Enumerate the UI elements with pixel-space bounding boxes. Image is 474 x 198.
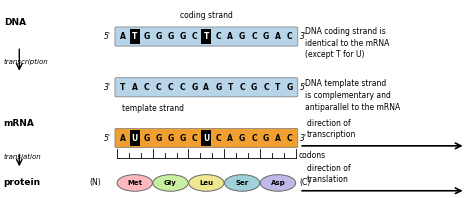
Ellipse shape: [153, 175, 188, 191]
Text: G: G: [239, 32, 246, 41]
Text: G: G: [179, 133, 186, 143]
Text: Leu: Leu: [199, 180, 213, 186]
Text: G: G: [215, 83, 221, 92]
Ellipse shape: [189, 175, 224, 191]
Text: (C): (C): [300, 178, 311, 188]
Text: Asp: Asp: [271, 180, 285, 186]
Text: C: C: [156, 83, 162, 92]
Text: C: C: [216, 32, 221, 41]
Text: codons: codons: [298, 151, 325, 160]
Text: Gly: Gly: [164, 180, 177, 186]
Text: U: U: [132, 133, 138, 143]
Text: mRNA: mRNA: [4, 119, 35, 128]
Text: G: G: [251, 83, 257, 92]
Text: DNA: DNA: [4, 18, 26, 27]
Ellipse shape: [117, 175, 153, 191]
Text: G: G: [167, 133, 173, 143]
Text: C: C: [263, 83, 269, 92]
Text: direction of
translation: direction of translation: [307, 164, 350, 184]
Text: G: G: [239, 133, 246, 143]
Text: protein: protein: [4, 178, 41, 188]
Text: coding strand: coding strand: [180, 11, 233, 20]
Text: C: C: [168, 83, 173, 92]
Text: G: G: [263, 133, 269, 143]
Text: G: G: [144, 32, 150, 41]
Text: 5': 5': [300, 83, 307, 92]
Text: 3': 3': [104, 83, 111, 92]
Ellipse shape: [225, 175, 260, 191]
Text: T: T: [132, 32, 137, 41]
Text: 5': 5': [104, 133, 111, 143]
Text: C: C: [287, 133, 293, 143]
Text: A: A: [275, 133, 281, 143]
Text: translation: translation: [4, 154, 42, 160]
Text: 3': 3': [300, 32, 307, 41]
Text: C: C: [216, 133, 221, 143]
Text: Met: Met: [127, 180, 142, 186]
Text: C: C: [251, 133, 257, 143]
Text: C: C: [191, 32, 197, 41]
Text: T: T: [120, 83, 126, 92]
FancyBboxPatch shape: [115, 129, 298, 148]
Text: C: C: [251, 32, 257, 41]
Text: A: A: [120, 133, 126, 143]
FancyBboxPatch shape: [115, 78, 298, 97]
Text: G: G: [155, 32, 162, 41]
Text: G: G: [155, 133, 162, 143]
Text: T: T: [275, 83, 281, 92]
Text: T: T: [204, 32, 209, 41]
Text: (N): (N): [90, 178, 101, 188]
Text: G: G: [179, 32, 186, 41]
Text: A: A: [120, 32, 126, 41]
Text: G: G: [144, 133, 150, 143]
FancyBboxPatch shape: [130, 130, 140, 146]
Text: transcription: transcription: [4, 59, 48, 65]
Text: A: A: [228, 133, 233, 143]
Text: Ser: Ser: [236, 180, 249, 186]
FancyBboxPatch shape: [201, 130, 211, 146]
Text: direction of
transcription: direction of transcription: [307, 119, 356, 139]
Text: C: C: [287, 32, 293, 41]
Text: A: A: [275, 32, 281, 41]
Text: G: G: [167, 32, 173, 41]
Text: G: G: [263, 32, 269, 41]
Text: 5': 5': [104, 32, 111, 41]
Text: A: A: [132, 83, 137, 92]
Text: G: G: [191, 83, 198, 92]
FancyBboxPatch shape: [115, 27, 298, 46]
Text: template strand: template strand: [121, 104, 183, 113]
Text: A: A: [228, 32, 233, 41]
Text: DNA coding strand is
identical to the mRNA
(except T for U): DNA coding strand is identical to the mR…: [305, 27, 390, 59]
Text: A: A: [203, 83, 210, 92]
Text: C: C: [191, 133, 197, 143]
Text: C: C: [180, 83, 185, 92]
Text: C: C: [144, 83, 149, 92]
Text: DNA template strand
is complementary and
antiparallel to the mRNA: DNA template strand is complementary and…: [305, 79, 401, 112]
FancyBboxPatch shape: [130, 29, 140, 44]
Text: G: G: [287, 83, 293, 92]
Ellipse shape: [260, 175, 296, 191]
Text: T: T: [228, 83, 233, 92]
Text: 3': 3': [300, 133, 307, 143]
Text: U: U: [203, 133, 210, 143]
FancyBboxPatch shape: [201, 29, 211, 44]
Text: C: C: [239, 83, 245, 92]
